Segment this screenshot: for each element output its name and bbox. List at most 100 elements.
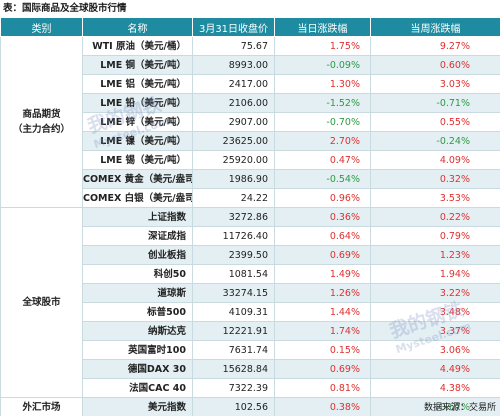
close-price: 4109.31 <box>192 302 275 322</box>
instrument-name: LME 镍（美元/吨） <box>82 131 193 151</box>
instrument-name: 上证指数 <box>82 207 193 227</box>
table-row: LME 铅（美元/吨） 2106.00 -1.52% -0.71% <box>1 93 500 113</box>
day-change: -0.70% <box>274 112 371 132</box>
close-price: 1986.90 <box>192 169 275 189</box>
close-price: 2106.00 <box>192 93 275 113</box>
instrument-name: 深证成指 <box>82 226 193 246</box>
day-change: 0.64% <box>274 226 371 246</box>
close-price: 1081.54 <box>192 264 275 284</box>
close-price: 2399.50 <box>192 245 275 265</box>
instrument-name: 美元指数 <box>82 397 193 416</box>
day-change: -0.09% <box>274 55 371 75</box>
instrument-name: 法国CAC 40 <box>82 378 193 398</box>
close-price: 7631.74 <box>192 340 275 360</box>
day-change: 0.69% <box>274 245 371 265</box>
instrument-name: LME 铝（美元/吨） <box>82 74 193 94</box>
close-price: 102.56 <box>192 397 275 416</box>
day-change: 1.44% <box>274 302 371 322</box>
table-row: 道琼斯 33274.15 1.26% 3.22% <box>1 283 500 303</box>
close-price: 8993.00 <box>192 55 275 75</box>
table-row: 科创50 1081.54 1.49% 1.94% <box>1 264 500 284</box>
table-row: COMEX 白银（美元/盎司） 24.22 0.96% 3.53% <box>1 188 500 208</box>
day-change: 0.38% <box>274 397 371 416</box>
day-change: 0.96% <box>274 188 371 208</box>
day-change: 1.26% <box>274 283 371 303</box>
day-change: -1.52% <box>274 93 371 113</box>
day-change: 2.70% <box>274 131 371 151</box>
category-cell: 全球股市 <box>0 207 83 398</box>
week-change: 3.22% <box>370 283 500 303</box>
data-source-note: 数据来源：交易所 <box>423 403 496 413</box>
table-row: LME 锡（美元/吨） 25920.00 0.47% 4.09% <box>1 150 500 170</box>
table-row: 全球股市 上证指数 3272.86 0.36% 0.22% <box>0 207 500 398</box>
day-change: 1.75% <box>274 36 371 56</box>
instrument-name: 创业板指 <box>82 245 193 265</box>
week-change: 3.03% <box>370 74 500 94</box>
table-title: 表：国际商品及全球股市行情 <box>3 3 127 14</box>
category-cell: 商品期货 （主力合约） <box>0 36 83 208</box>
close-price: 25920.00 <box>192 150 275 170</box>
table-row: 标普500 4109.31 1.44% 3.48% <box>1 302 500 322</box>
instrument-name: COMEX 白银（美元/盎司） <box>82 188 193 208</box>
category-cell: 外汇市场 <box>0 397 83 416</box>
header-close: 3月31日收盘价 <box>192 17 275 37</box>
day-change: 0.36% <box>274 207 371 227</box>
week-change: 4.38% <box>370 378 500 398</box>
week-change: 4.09% <box>370 150 500 170</box>
close-price: 12221.91 <box>192 321 275 341</box>
week-change: -0.67% <box>370 397 500 416</box>
close-price: 11726.40 <box>192 226 275 246</box>
instrument-name: 道琼斯 <box>82 283 193 303</box>
instrument-name: LME 锌（美元/吨） <box>82 112 193 132</box>
day-change: 0.81% <box>274 378 371 398</box>
week-change: 0.22% <box>370 207 500 227</box>
table-row: 商品期货 （主力合约） WTI 原油（美元/桶） 75.67 1.75% 9.27% <box>0 36 500 208</box>
close-price: 2417.00 <box>192 74 275 94</box>
day-change: 1.74% <box>274 321 371 341</box>
close-price: 7322.39 <box>192 378 275 398</box>
header-week-change: 当周涨跌幅 <box>370 17 500 37</box>
table-row: LME 镍（美元/吨） 23625.00 2.70% -0.24% <box>1 131 500 151</box>
week-change: 4.49% <box>370 359 500 379</box>
week-change: 0.60% <box>370 55 500 75</box>
table-body: 商品期货 （主力合约） WTI 原油（美元/桶） 75.67 1.75% 9.27% LME… <box>0 36 500 416</box>
day-change: -0.54% <box>274 169 371 189</box>
instrument-name: LME 铜（美元/吨） <box>82 55 193 75</box>
week-change: 3.37% <box>370 321 500 341</box>
instrument-name: WTI 原油（美元/桶） <box>82 36 193 56</box>
close-price: 3272.86 <box>192 207 275 227</box>
instrument-name: LME 锡（美元/吨） <box>82 150 193 170</box>
close-price: 23625.00 <box>192 131 275 151</box>
day-change: 0.69% <box>274 359 371 379</box>
header-day-change: 当日涨跌幅 <box>274 17 371 37</box>
week-change: 3.06% <box>370 340 500 360</box>
close-price: 75.67 <box>192 36 275 56</box>
week-change: 3.48% <box>370 302 500 322</box>
week-change: 9.27% <box>370 36 500 56</box>
week-change: 0.32% <box>370 169 500 189</box>
instrument-name: COMEX 黄金（美元/盎司） <box>82 169 193 189</box>
market-table: 类别 名称 3月31日收盘价 当日涨跌幅 当周涨跌幅 商品期货 （主力合约） WTI… <box>0 17 500 416</box>
instrument-name: 德国DAX 30 <box>82 359 193 379</box>
week-change: 1.23% <box>370 245 500 265</box>
close-price: 24.22 <box>192 188 275 208</box>
table-row: LME 锌（美元/吨） 2907.00 -0.70% 0.55% <box>1 112 500 132</box>
close-price: 2907.00 <box>192 112 275 132</box>
instrument-name: 纳斯达克 <box>82 321 193 341</box>
instrument-name: LME 铅（美元/吨） <box>82 93 193 113</box>
week-change: 0.79% <box>370 226 500 246</box>
week-change: -0.24% <box>370 131 500 151</box>
table-row: LME 铝（美元/吨） 2417.00 1.30% 3.03% <box>1 74 500 94</box>
week-change: 3.53% <box>370 188 500 208</box>
day-change: 1.49% <box>274 264 371 284</box>
week-change: 0.55% <box>370 112 500 132</box>
week-change: -0.71% <box>370 93 500 113</box>
instrument-name: 标普500 <box>82 302 193 322</box>
header-row: 类别 名称 3月31日收盘价 当日涨跌幅 当周涨跌幅 <box>0 17 500 37</box>
instrument-name: 科创50 <box>82 264 193 284</box>
table-row: 德国DAX 30 15628.84 0.69% 4.49% <box>1 359 500 379</box>
header-category: 类别 <box>0 17 83 37</box>
close-price: 33274.15 <box>192 283 275 303</box>
day-change: 1.30% <box>274 74 371 94</box>
close-price: 15628.84 <box>192 359 275 379</box>
